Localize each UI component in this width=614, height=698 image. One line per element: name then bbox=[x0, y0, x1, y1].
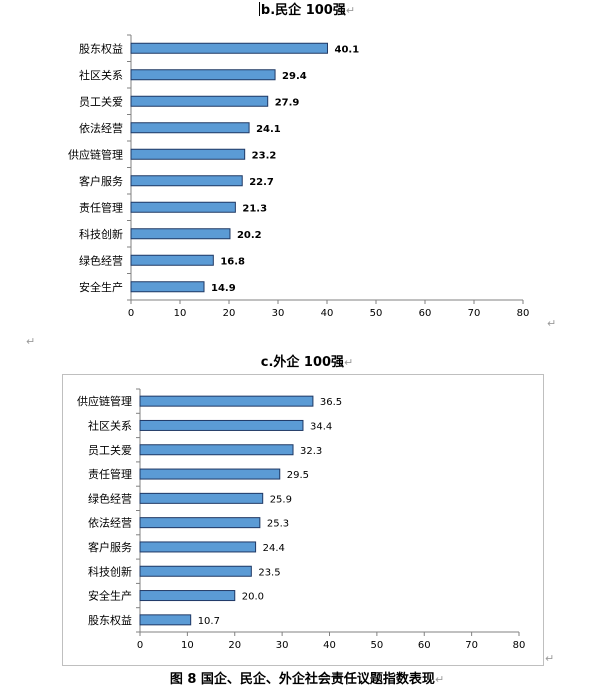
x-tick-label: 60 bbox=[418, 640, 431, 651]
category-label: 依法经营 bbox=[79, 121, 123, 135]
category-label: 安全生产 bbox=[88, 589, 132, 603]
value-label: 24.4 bbox=[263, 543, 285, 554]
paragraph-mark-icon: ↵ bbox=[26, 335, 36, 348]
category-label: 绿色经营 bbox=[88, 491, 132, 505]
value-label: 20.2 bbox=[237, 230, 262, 241]
value-label: 25.9 bbox=[270, 494, 292, 505]
x-tick-label: 40 bbox=[323, 640, 336, 651]
category-label: 科技创新 bbox=[88, 564, 132, 578]
x-tick-label: 80 bbox=[517, 308, 530, 319]
bar bbox=[130, 122, 250, 134]
x-tick-label: 10 bbox=[174, 308, 187, 319]
x-tick-label: 80 bbox=[513, 640, 526, 651]
bar bbox=[139, 614, 192, 626]
value-label: 40.1 bbox=[334, 44, 359, 55]
x-tick-label: 20 bbox=[228, 640, 241, 651]
value-label: 34.4 bbox=[310, 421, 332, 432]
value-label: 29.5 bbox=[287, 470, 309, 481]
bar bbox=[130, 228, 231, 240]
bar bbox=[130, 69, 276, 81]
paragraph-mark-icon: ↵ bbox=[434, 673, 445, 686]
paragraph-mark-icon: ↵ bbox=[345, 4, 356, 17]
value-label: 29.4 bbox=[282, 71, 307, 82]
x-tick-label: 50 bbox=[371, 640, 384, 651]
category-label: 员工关爱 bbox=[88, 443, 132, 457]
chart-c-title: c.外企 100强↵ bbox=[260, 355, 354, 370]
value-label: 23.2 bbox=[252, 150, 277, 161]
value-label: 23.5 bbox=[258, 567, 280, 578]
bar bbox=[139, 541, 257, 553]
value-label: 16.8 bbox=[220, 256, 245, 267]
category-label: 股东权益 bbox=[79, 41, 123, 55]
paragraph-mark-icon: ↵ bbox=[344, 356, 354, 369]
category-label: 责任管理 bbox=[79, 200, 123, 214]
paragraph-mark-icon: ↵ bbox=[545, 652, 555, 665]
x-tick-label: 30 bbox=[276, 640, 289, 651]
x-tick-label: 60 bbox=[419, 308, 432, 319]
category-label: 股东权益 bbox=[88, 613, 132, 627]
text-cursor bbox=[258, 2, 260, 16]
category-label: 责任管理 bbox=[88, 467, 132, 481]
category-label: 客户服务 bbox=[79, 174, 123, 188]
bar bbox=[139, 468, 281, 480]
bar bbox=[130, 175, 243, 187]
chart-b: 0 10 20 30 40 50 60 70 80 股东权益 40.1 社区关系 29.4 员工关爱 27.… bbox=[68, 34, 530, 319]
category-label: 供应链管理 bbox=[77, 394, 132, 408]
bar bbox=[139, 517, 261, 529]
x-tick-label: 30 bbox=[272, 308, 285, 319]
bar bbox=[130, 201, 236, 213]
bar bbox=[130, 281, 205, 293]
value-label: 27.9 bbox=[275, 97, 300, 108]
category-label: 社区关系 bbox=[79, 68, 123, 82]
value-label: 10.7 bbox=[198, 616, 220, 627]
bar bbox=[139, 395, 314, 407]
value-label: 24.1 bbox=[256, 124, 281, 135]
category-label: 绿色经营 bbox=[79, 253, 123, 267]
value-label: 20.0 bbox=[242, 592, 264, 603]
value-label: 22.7 bbox=[249, 177, 274, 188]
category-label: 供应链管理 bbox=[68, 147, 123, 161]
x-tick-label: 0 bbox=[128, 308, 134, 319]
x-tick-label: 50 bbox=[370, 308, 383, 319]
x-tick-label: 0 bbox=[137, 640, 143, 651]
x-tick-label: 40 bbox=[321, 308, 334, 319]
bar bbox=[130, 42, 328, 54]
bar bbox=[139, 492, 264, 504]
value-label: 21.3 bbox=[242, 203, 267, 214]
x-tick-label: 70 bbox=[468, 308, 481, 319]
bar bbox=[139, 590, 236, 602]
category-label: 社区关系 bbox=[88, 418, 132, 432]
bar bbox=[130, 95, 269, 107]
value-label: 14.9 bbox=[211, 283, 236, 294]
bar bbox=[130, 148, 246, 160]
value-label: 32.3 bbox=[300, 446, 322, 457]
bar bbox=[139, 419, 304, 431]
figure-caption: 图 8 国企、民企、外企社会责任议题指数表现↵ bbox=[169, 672, 445, 687]
bar bbox=[139, 565, 252, 577]
category-label: 客户服务 bbox=[88, 540, 132, 554]
x-tick-label: 70 bbox=[465, 640, 478, 651]
category-label: 依法经营 bbox=[88, 516, 132, 530]
paragraph-mark-icon: ↵ bbox=[547, 317, 557, 330]
category-label: 科技创新 bbox=[79, 227, 123, 241]
value-label: 36.5 bbox=[320, 397, 342, 408]
x-tick-label: 20 bbox=[223, 308, 236, 319]
category-label: 安全生产 bbox=[79, 280, 123, 294]
value-label: 25.3 bbox=[267, 519, 289, 530]
category-label: 员工关爱 bbox=[79, 94, 123, 108]
chart-b-title: b.民企 100强↵ bbox=[258, 2, 356, 18]
bar bbox=[139, 444, 294, 456]
bar bbox=[130, 254, 214, 266]
x-tick-label: 10 bbox=[181, 640, 194, 651]
